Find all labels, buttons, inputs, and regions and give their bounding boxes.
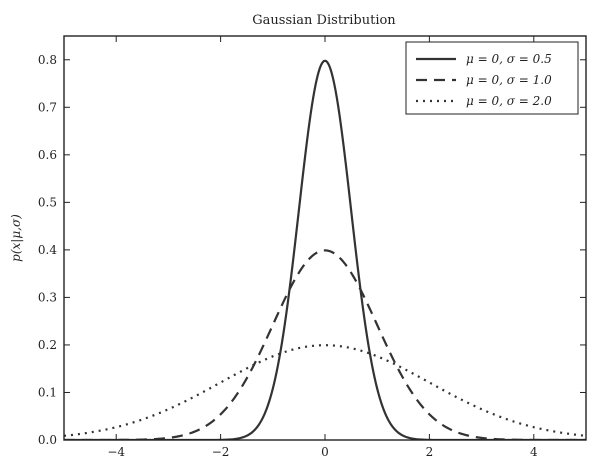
legend-entry: μ = 0, σ = 2.0: [466, 94, 552, 108]
plot-area: [64, 59, 586, 440]
x-tick-label: −4: [107, 445, 125, 459]
y-tick-label: 0.1: [38, 385, 57, 399]
y-tick-label: 0.3: [38, 290, 57, 304]
legend-entry: μ = 0, σ = 1.0: [466, 73, 552, 87]
y-tick-label: 0.6: [38, 148, 57, 162]
plot-frame: [63, 35, 587, 441]
x-tick-label: −2: [212, 445, 230, 459]
legend: μ = 0, σ = 0.5 μ = 0, σ = 1.0 μ = 0, σ = 2…: [405, 41, 579, 115]
y-axis-label: p(x|μ,σ): [9, 214, 23, 262]
y-tick-label: 0.0: [38, 433, 57, 447]
legend-entry: μ = 0, σ = 0.5: [466, 52, 552, 66]
y-tick-label: 0.2: [38, 338, 57, 352]
y-tick-label: 0.5: [38, 195, 57, 209]
y-tick-label: 0.8: [38, 53, 57, 67]
y-tick-label: 0.4: [38, 243, 57, 257]
chart-title: Gaussian Distribution: [252, 13, 396, 28]
legend-box: [405, 41, 579, 115]
series-line-2: [64, 249, 586, 440]
series-line-1: [64, 59, 586, 440]
x-tick-label: 4: [530, 445, 538, 459]
series-line-3: [64, 344, 586, 437]
axis-ticks: −4 −2 0 2 4 0.0 0.1 0.2 0.3 0.4 0.5 0.6 0.7 0.8: [38, 36, 586, 459]
x-tick-label: 0: [321, 445, 329, 459]
x-tick-label: 2: [426, 445, 434, 459]
y-tick-label: 0.7: [38, 100, 57, 114]
